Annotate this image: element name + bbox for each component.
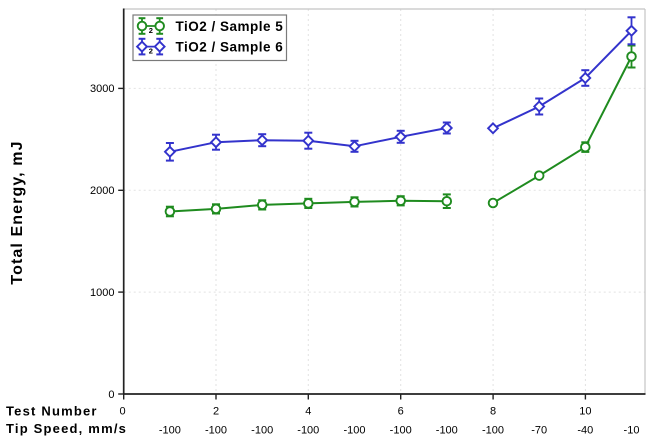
svg-text:-100: -100 (390, 425, 412, 437)
svg-text:-100: -100 (436, 425, 458, 437)
svg-text:Total Energy, mJ: Total Energy, mJ (9, 140, 26, 284)
svg-text:-100: -100 (482, 425, 504, 437)
svg-text:1000: 1000 (90, 287, 114, 299)
svg-text:TiO2 / Sample 6: TiO2 / Sample 6 (176, 39, 284, 54)
svg-text:-100: -100 (205, 425, 227, 437)
svg-text:8: 8 (490, 405, 496, 417)
svg-text:-100: -100 (251, 425, 273, 437)
svg-text:10: 10 (579, 405, 591, 417)
svg-text:0: 0 (120, 405, 126, 417)
svg-text:2: 2 (149, 47, 153, 56)
svg-text:-100: -100 (343, 425, 365, 437)
svg-text:2: 2 (213, 405, 219, 417)
svg-text:-40: -40 (577, 425, 593, 437)
svg-text:3000: 3000 (90, 83, 114, 95)
svg-text:0: 0 (108, 389, 114, 401)
svg-text:2: 2 (149, 26, 153, 35)
svg-text:6: 6 (398, 405, 404, 417)
svg-text:TiO2 / Sample 5: TiO2 / Sample 5 (176, 19, 284, 34)
svg-text:2000: 2000 (90, 185, 114, 197)
svg-text:-70: -70 (531, 425, 547, 437)
svg-text:-100: -100 (159, 425, 181, 437)
svg-text:4: 4 (305, 405, 311, 417)
svg-text:-100: -100 (297, 425, 319, 437)
svg-text:Test Number: Test Number (6, 404, 98, 419)
svg-text:-10: -10 (624, 425, 640, 437)
svg-text:Tip Speed, mm/s: Tip Speed, mm/s (6, 421, 127, 436)
